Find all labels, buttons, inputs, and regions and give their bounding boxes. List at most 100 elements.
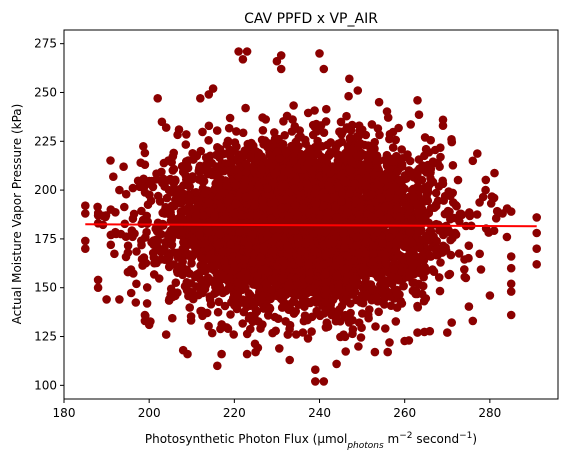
data-point [142,283,152,292]
data-point [198,127,207,137]
data-point [303,334,313,343]
data-point [289,101,298,110]
data-point [354,342,363,351]
data-point [397,177,406,187]
data-point [202,308,212,318]
data-point [230,138,240,147]
data-point [168,152,178,161]
data-point [217,320,226,329]
data-point [319,128,329,137]
data-point [433,196,443,206]
data-point [341,347,351,356]
data-point [267,292,277,301]
data-point [275,344,284,353]
data-point [491,214,501,223]
data-point [506,207,516,216]
data-point [272,147,282,156]
data-point [406,120,416,129]
data-point [446,250,456,260]
data-point [230,301,239,310]
data-point [186,312,196,321]
data-point [185,303,194,312]
data-point [336,117,346,127]
data-point [348,315,357,325]
data-point [443,206,453,216]
data-point [109,172,118,181]
data-point [189,294,198,304]
data-point [356,298,366,307]
data-point [270,128,279,137]
data-point [229,146,239,155]
data-point [182,130,191,139]
data-point [244,314,254,323]
data-point [150,258,159,268]
data-point [239,307,249,317]
data-point [138,261,147,270]
data-point [426,135,436,145]
data-point [223,136,233,146]
data-point [392,167,402,177]
data-point [475,249,485,259]
data-point [464,253,473,263]
data-point [213,307,223,317]
data-point [166,290,175,299]
data-point [374,209,384,219]
data-point [414,110,424,119]
data-point [178,257,187,267]
data-point [225,113,235,123]
data-point [454,249,464,258]
data-point [425,250,434,260]
data-point [346,156,356,166]
data-point [131,298,141,307]
data-point [366,152,376,162]
data-point [188,149,197,158]
data-point [129,209,139,219]
data-point [159,158,169,168]
data-point [214,297,224,307]
data-point [132,247,141,256]
data-point [370,137,380,147]
data-point [207,328,217,338]
data-point [383,113,393,122]
data-point [258,320,267,329]
data-point [441,243,450,252]
data-point [196,306,205,316]
data-point [242,329,252,339]
data-point [356,333,366,342]
data-point [149,270,159,279]
data-point [385,338,394,347]
data-point [288,115,297,124]
data-point [142,211,151,221]
data-point [346,126,356,135]
data-point [321,117,331,126]
data-point [220,301,230,311]
data-point [342,111,351,121]
data-point [300,311,310,321]
data-point [307,327,316,336]
data-point [354,131,364,141]
data-point [261,115,271,124]
data-point [204,136,213,145]
data-point [257,135,267,145]
data-point [391,317,401,326]
data-point [430,145,440,155]
data-point [322,104,331,114]
data-point [422,191,431,201]
data-point [367,120,377,129]
data-point [142,299,152,308]
data-point [354,121,364,130]
data-point [333,150,343,160]
data-point [196,146,206,156]
data-point [361,291,371,300]
data-point [232,127,241,136]
data-point [241,103,250,113]
data-point [435,162,444,171]
data-point [110,249,119,259]
data-point [121,189,131,199]
data-point [354,318,364,328]
data-point [211,288,221,297]
data-point [344,91,353,101]
data-point [490,168,499,178]
data-point [322,319,332,328]
